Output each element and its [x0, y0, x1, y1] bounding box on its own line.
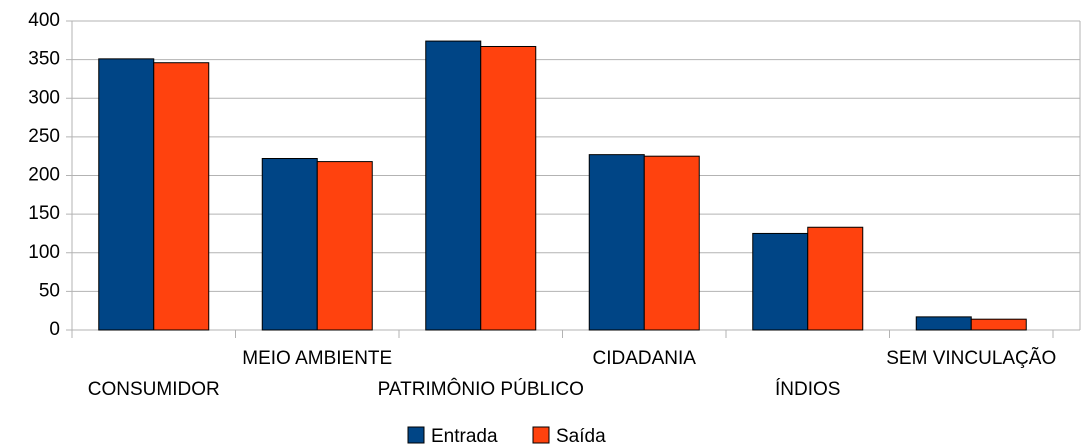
bar — [316, 161, 373, 331]
y-tick-label: 300 — [28, 87, 60, 108]
x-tick-label: ÍNDIOS — [775, 379, 840, 400]
legend-swatch — [407, 426, 425, 444]
bar — [588, 154, 645, 331]
bar — [153, 62, 210, 331]
bar — [425, 40, 482, 331]
x-tick-label: SEM VINCULAÇÃO — [886, 347, 1056, 369]
bar — [261, 158, 318, 331]
y-tick-label: 150 — [28, 203, 60, 224]
legend-swatch — [532, 426, 550, 444]
bar — [98, 58, 155, 331]
x-tick-label: MEIO AMBIENTE — [242, 348, 392, 369]
legend-label: Entrada — [431, 426, 498, 446]
bar — [752, 232, 809, 331]
legend-label: Saída — [556, 426, 606, 446]
y-tick-label: 250 — [28, 126, 60, 147]
bar — [480, 45, 537, 331]
y-tick-label: 200 — [28, 165, 60, 186]
y-tick-label: 50 — [39, 280, 60, 301]
bar — [643, 155, 700, 331]
y-tick-label: 100 — [28, 242, 60, 263]
x-tick-label: CONSUMIDOR — [88, 379, 220, 400]
x-tick-label: PATRIMÔNIO PÚBLICO — [378, 378, 584, 400]
bar — [915, 316, 972, 331]
x-tick-label: CIDADANIA — [593, 348, 697, 369]
y-tick-label: 350 — [28, 49, 60, 70]
bar — [970, 318, 1027, 331]
y-tick-label: 0 — [49, 319, 60, 340]
y-tick-label: 400 — [28, 10, 60, 31]
bar — [807, 226, 864, 331]
